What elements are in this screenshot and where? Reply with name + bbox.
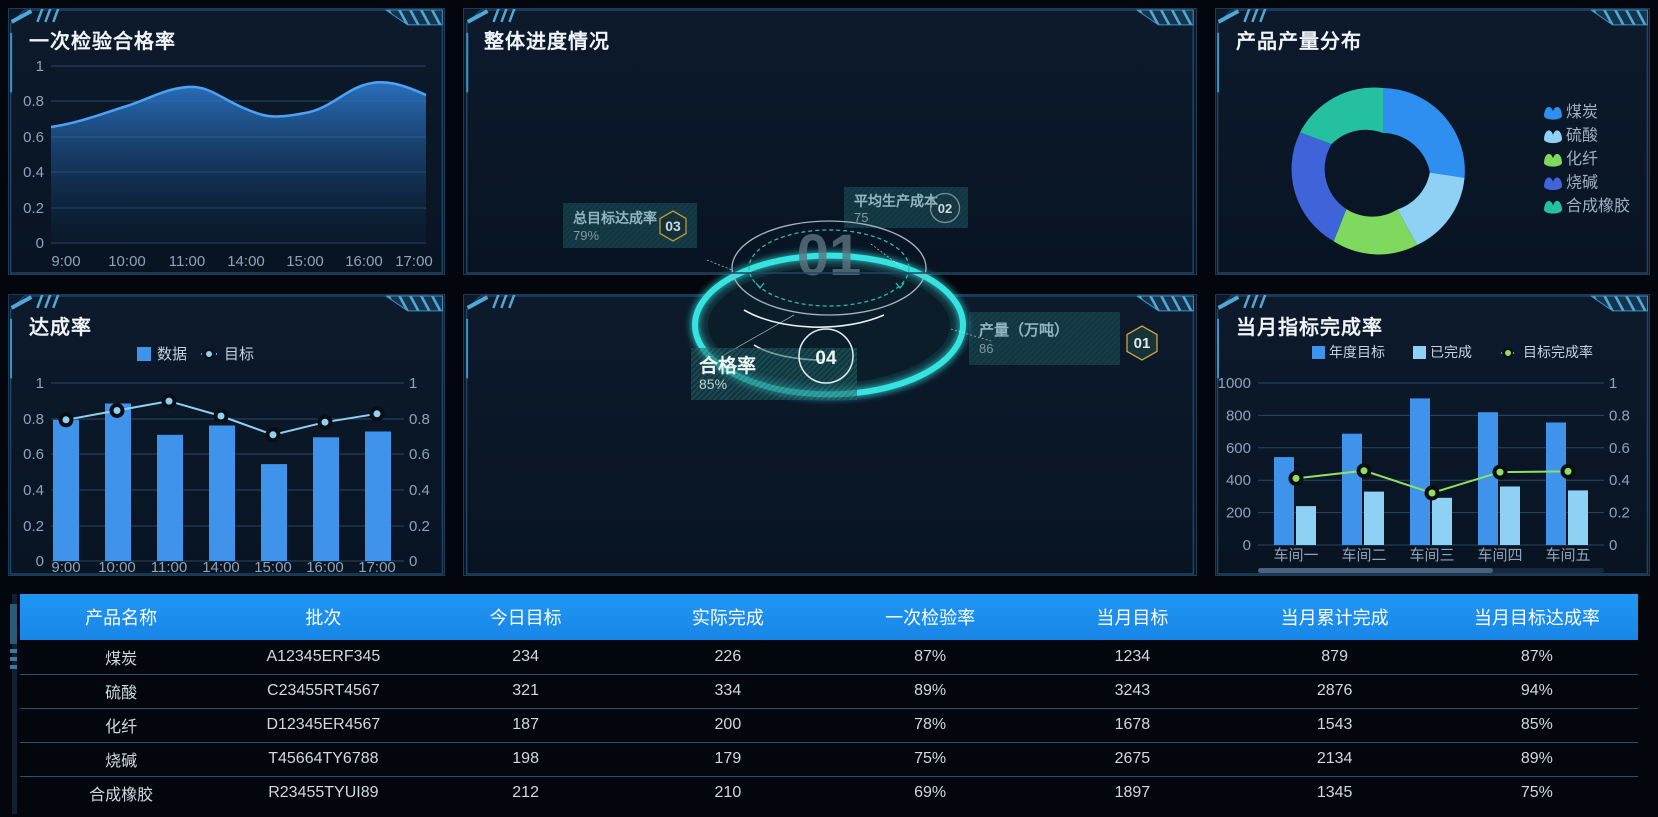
svg-text:0.6: 0.6 (23, 446, 44, 463)
svg-text:硫酸: 硫酸 (1566, 127, 1598, 145)
svg-text:年度目标: 年度目标 (1329, 344, 1385, 360)
svg-text:0: 0 (36, 235, 44, 252)
svg-text:15:00: 15:00 (286, 253, 324, 270)
svg-text:400: 400 (1226, 472, 1251, 489)
svg-text:1: 1 (409, 375, 417, 392)
svg-text:200: 200 (1226, 505, 1251, 522)
svg-text:化纤: 化纤 (1566, 150, 1598, 168)
svg-text:15:00: 15:00 (254, 559, 292, 576)
svg-text:16:00: 16:00 (306, 559, 344, 576)
svg-text:0.4: 0.4 (23, 164, 44, 181)
svg-text:0: 0 (36, 553, 44, 570)
svg-text:合成橡胶: 合成橡胶 (1566, 197, 1630, 215)
svg-text:0.8: 0.8 (23, 93, 44, 110)
svg-text:1: 1 (36, 58, 44, 75)
svg-text:1000: 1000 (1218, 375, 1251, 392)
svg-text:10:00: 10:00 (108, 253, 146, 270)
svg-text:04: 04 (815, 348, 837, 369)
svg-text:16:00: 16:00 (345, 253, 383, 270)
svg-text:0: 0 (409, 553, 417, 570)
svg-text:0.6: 0.6 (409, 446, 430, 463)
svg-text:已完成: 已完成 (1430, 344, 1472, 360)
svg-text:14:00: 14:00 (227, 253, 265, 270)
svg-text:烧碱: 烧碱 (1566, 174, 1598, 192)
svg-text:11:00: 11:00 (169, 253, 205, 270)
svg-text:0.6: 0.6 (1609, 440, 1630, 457)
svg-text:0.8: 0.8 (23, 411, 44, 428)
svg-text:9:00: 9:00 (51, 253, 80, 270)
svg-text:数据: 数据 (157, 346, 187, 363)
svg-text:0.4: 0.4 (23, 482, 44, 499)
svg-text:车间三: 车间三 (1409, 547, 1454, 564)
svg-text:800: 800 (1226, 407, 1251, 424)
svg-text:600: 600 (1226, 440, 1251, 457)
svg-text:0.2: 0.2 (23, 518, 44, 535)
svg-text:1: 1 (36, 375, 44, 392)
svg-text:01: 01 (797, 223, 862, 288)
svg-text:1: 1 (1609, 375, 1617, 392)
svg-text:目标: 目标 (224, 346, 254, 363)
svg-text:0: 0 (1609, 537, 1617, 554)
svg-text:10:00: 10:00 (98, 559, 136, 576)
svg-text:0.2: 0.2 (409, 518, 430, 535)
svg-text:0.8: 0.8 (409, 411, 430, 428)
svg-text:0.2: 0.2 (1609, 505, 1630, 522)
svg-text:0.6: 0.6 (23, 129, 44, 146)
svg-text:车间四: 车间四 (1477, 547, 1522, 564)
svg-text:煤炭: 煤炭 (1566, 103, 1598, 121)
svg-text:目标完成率: 目标完成率 (1523, 344, 1593, 360)
svg-text:0.4: 0.4 (1609, 472, 1630, 489)
svg-text:17:00: 17:00 (358, 559, 396, 576)
svg-text:17:00: 17:00 (395, 253, 433, 270)
svg-text:0.2: 0.2 (23, 200, 44, 217)
svg-text:11:00: 11:00 (151, 559, 187, 576)
svg-text:车间一: 车间一 (1273, 547, 1318, 564)
svg-text:14:00: 14:00 (202, 559, 240, 576)
svg-text:0: 0 (1243, 537, 1251, 554)
svg-text:0.4: 0.4 (409, 482, 430, 499)
svg-text:9:00: 9:00 (51, 559, 80, 576)
svg-text:车间二: 车间二 (1341, 547, 1386, 564)
svg-text:车间五: 车间五 (1545, 547, 1590, 564)
svg-text:0.8: 0.8 (1609, 407, 1630, 424)
